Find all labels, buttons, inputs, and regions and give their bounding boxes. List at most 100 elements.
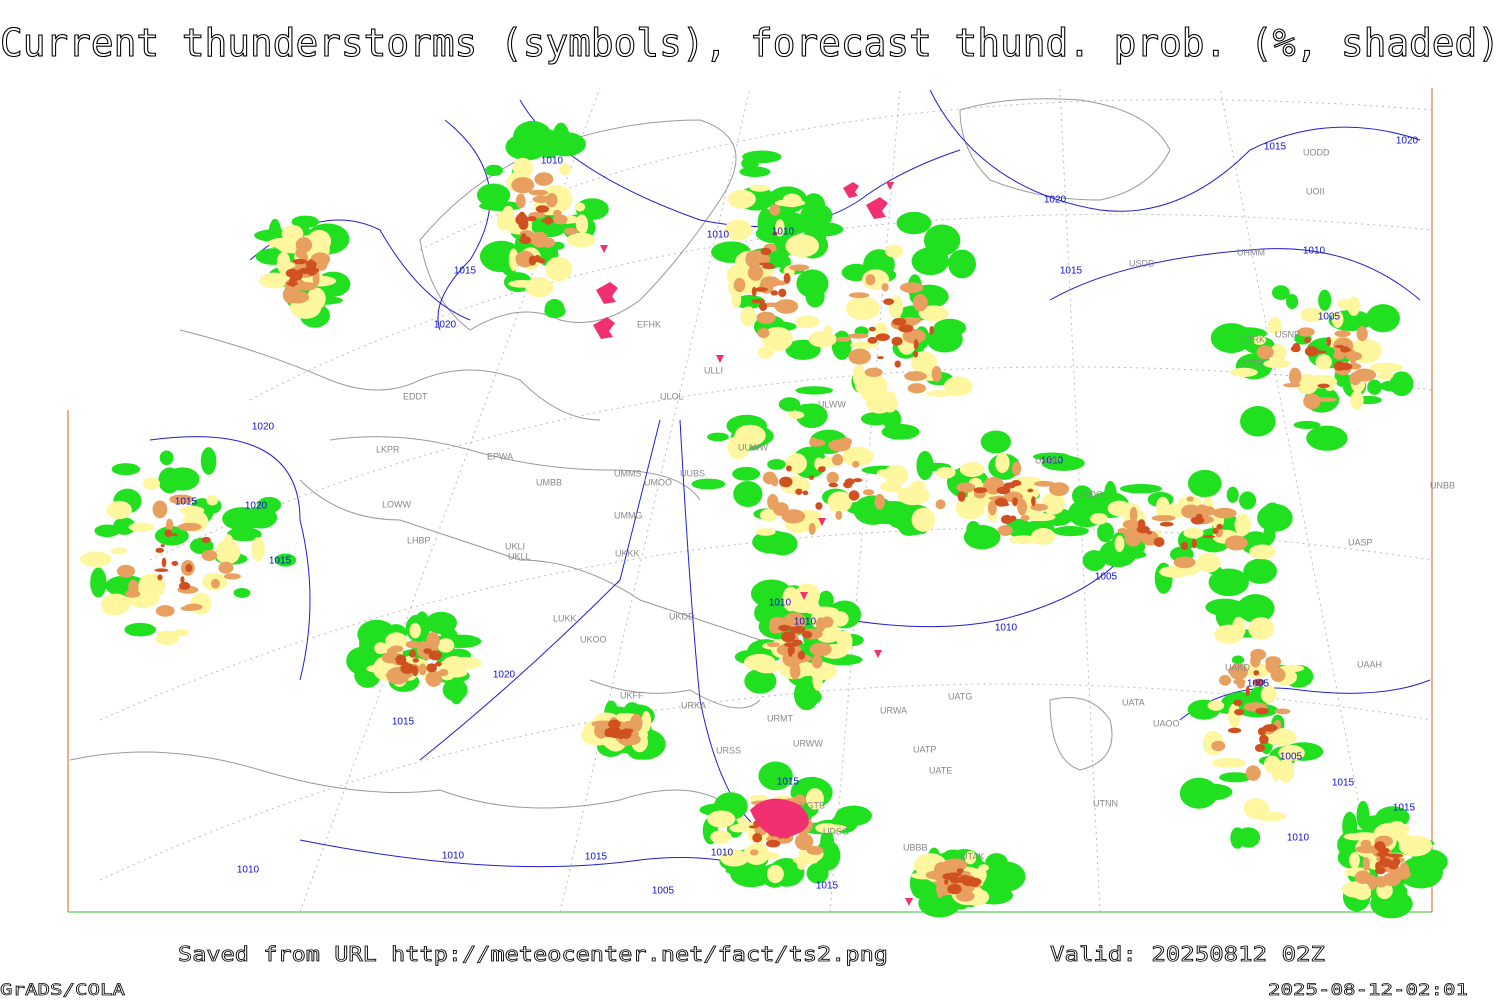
station-label: USRR bbox=[1238, 358, 1264, 368]
shading-blob bbox=[1159, 566, 1191, 578]
shading-blob bbox=[1211, 757, 1246, 768]
shading-blob bbox=[223, 573, 241, 580]
shading-blob bbox=[1288, 367, 1302, 386]
shading-blob bbox=[732, 466, 761, 481]
shading-blob bbox=[802, 193, 826, 218]
shading-blob bbox=[1356, 800, 1370, 830]
shading-blob bbox=[412, 665, 419, 677]
shading-blob bbox=[772, 231, 778, 236]
shading-blob bbox=[544, 299, 565, 318]
shading-blob bbox=[574, 202, 586, 212]
shading-blob bbox=[1243, 558, 1277, 584]
shading-blob bbox=[785, 234, 820, 258]
shading-blob bbox=[157, 574, 163, 581]
shading-blob bbox=[1375, 861, 1381, 871]
shading-blob bbox=[795, 403, 828, 429]
shading-blob bbox=[1256, 345, 1274, 360]
shading-blob bbox=[308, 288, 321, 299]
shading-blob bbox=[1096, 522, 1114, 543]
saved-from: Saved from URL http://meteocenter.net/fa… bbox=[178, 942, 888, 966]
shading-blob bbox=[1252, 335, 1267, 345]
shading-blob bbox=[1255, 707, 1269, 715]
shading-blob bbox=[1285, 293, 1299, 310]
isobar-label: 1010 bbox=[442, 851, 465, 862]
shading-blob bbox=[691, 478, 726, 490]
shading-blob bbox=[883, 298, 895, 306]
shading-blob bbox=[1173, 556, 1196, 569]
isobar-label: 1020 bbox=[493, 670, 516, 681]
shading-blob bbox=[1012, 497, 1018, 507]
shading-blob bbox=[1190, 516, 1205, 525]
shading-blob bbox=[1349, 852, 1360, 869]
shading-blob bbox=[911, 507, 936, 532]
shading-blob bbox=[881, 283, 889, 292]
shading-blob bbox=[1208, 568, 1249, 597]
station-label: URMT bbox=[767, 713, 793, 723]
shading-blob bbox=[918, 305, 949, 322]
shading-blob bbox=[1228, 703, 1241, 728]
shading-blob bbox=[1151, 515, 1176, 522]
shading-blob bbox=[1278, 745, 1305, 761]
shading-blob bbox=[1388, 820, 1406, 835]
shading-blob bbox=[533, 254, 542, 263]
shading-blob bbox=[749, 849, 759, 856]
isobar-label: 1005 bbox=[1247, 679, 1270, 690]
shading-blob bbox=[155, 630, 180, 646]
shading-blob bbox=[1033, 480, 1056, 487]
shading-blob bbox=[164, 529, 173, 538]
shading-blob bbox=[729, 824, 748, 833]
shading-blob bbox=[1240, 406, 1276, 437]
shading-blob bbox=[749, 794, 769, 803]
shading-blob bbox=[1303, 393, 1321, 410]
shading-blob bbox=[1253, 678, 1265, 687]
shading-blob bbox=[811, 654, 823, 669]
shading-blob bbox=[1293, 420, 1321, 429]
shading-blob bbox=[608, 719, 621, 729]
shading-blob bbox=[418, 663, 427, 676]
shading-blob bbox=[210, 578, 220, 589]
isobar-label: 1005 bbox=[1318, 312, 1341, 323]
shading-blob bbox=[1255, 811, 1287, 822]
shading-blob bbox=[752, 833, 763, 843]
shading-blob bbox=[787, 593, 819, 614]
shading-blob bbox=[1376, 371, 1394, 380]
thunderstorm-symbols bbox=[593, 182, 913, 906]
shading-blob bbox=[286, 281, 299, 286]
shading-blob bbox=[854, 374, 888, 398]
isobar-label: 1010 bbox=[772, 227, 795, 238]
isobar-label: 1010 bbox=[237, 865, 260, 876]
station-label: UATA bbox=[1122, 697, 1145, 707]
shading-blob bbox=[988, 500, 997, 516]
shading-blob bbox=[552, 214, 568, 225]
station-label: UHMM bbox=[1237, 247, 1265, 257]
shading-blob bbox=[428, 650, 442, 661]
shading-blob bbox=[1027, 488, 1034, 493]
shading-blob bbox=[1071, 485, 1093, 506]
station-label: LHBP bbox=[407, 535, 431, 545]
shading-blob bbox=[1367, 379, 1382, 395]
station-label: EDDT bbox=[403, 391, 428, 401]
shading-blob bbox=[169, 494, 194, 505]
shading-blob bbox=[757, 346, 774, 359]
shading-blob bbox=[116, 564, 135, 578]
shading-blob bbox=[929, 325, 934, 335]
shading-blob bbox=[808, 522, 816, 535]
isobar-label: 1015 bbox=[1332, 778, 1355, 789]
isobar-label: 1010 bbox=[541, 156, 564, 167]
shading-blob bbox=[774, 299, 799, 314]
shading-blob bbox=[842, 446, 874, 467]
shading-blob bbox=[761, 326, 793, 352]
shading-blob bbox=[947, 883, 962, 895]
shading-blob bbox=[1249, 544, 1276, 560]
shading-blob bbox=[948, 249, 977, 279]
shading-blob bbox=[1011, 461, 1022, 476]
station-label: UNBB bbox=[1430, 480, 1455, 490]
shading-blob bbox=[1090, 513, 1108, 525]
shading-blob bbox=[862, 489, 875, 496]
shading-blob bbox=[770, 290, 778, 296]
shading-blob bbox=[1263, 755, 1281, 774]
shading-blob bbox=[808, 475, 815, 480]
shading-blob bbox=[1197, 552, 1221, 573]
isobar-label: 1020 bbox=[1396, 136, 1419, 147]
